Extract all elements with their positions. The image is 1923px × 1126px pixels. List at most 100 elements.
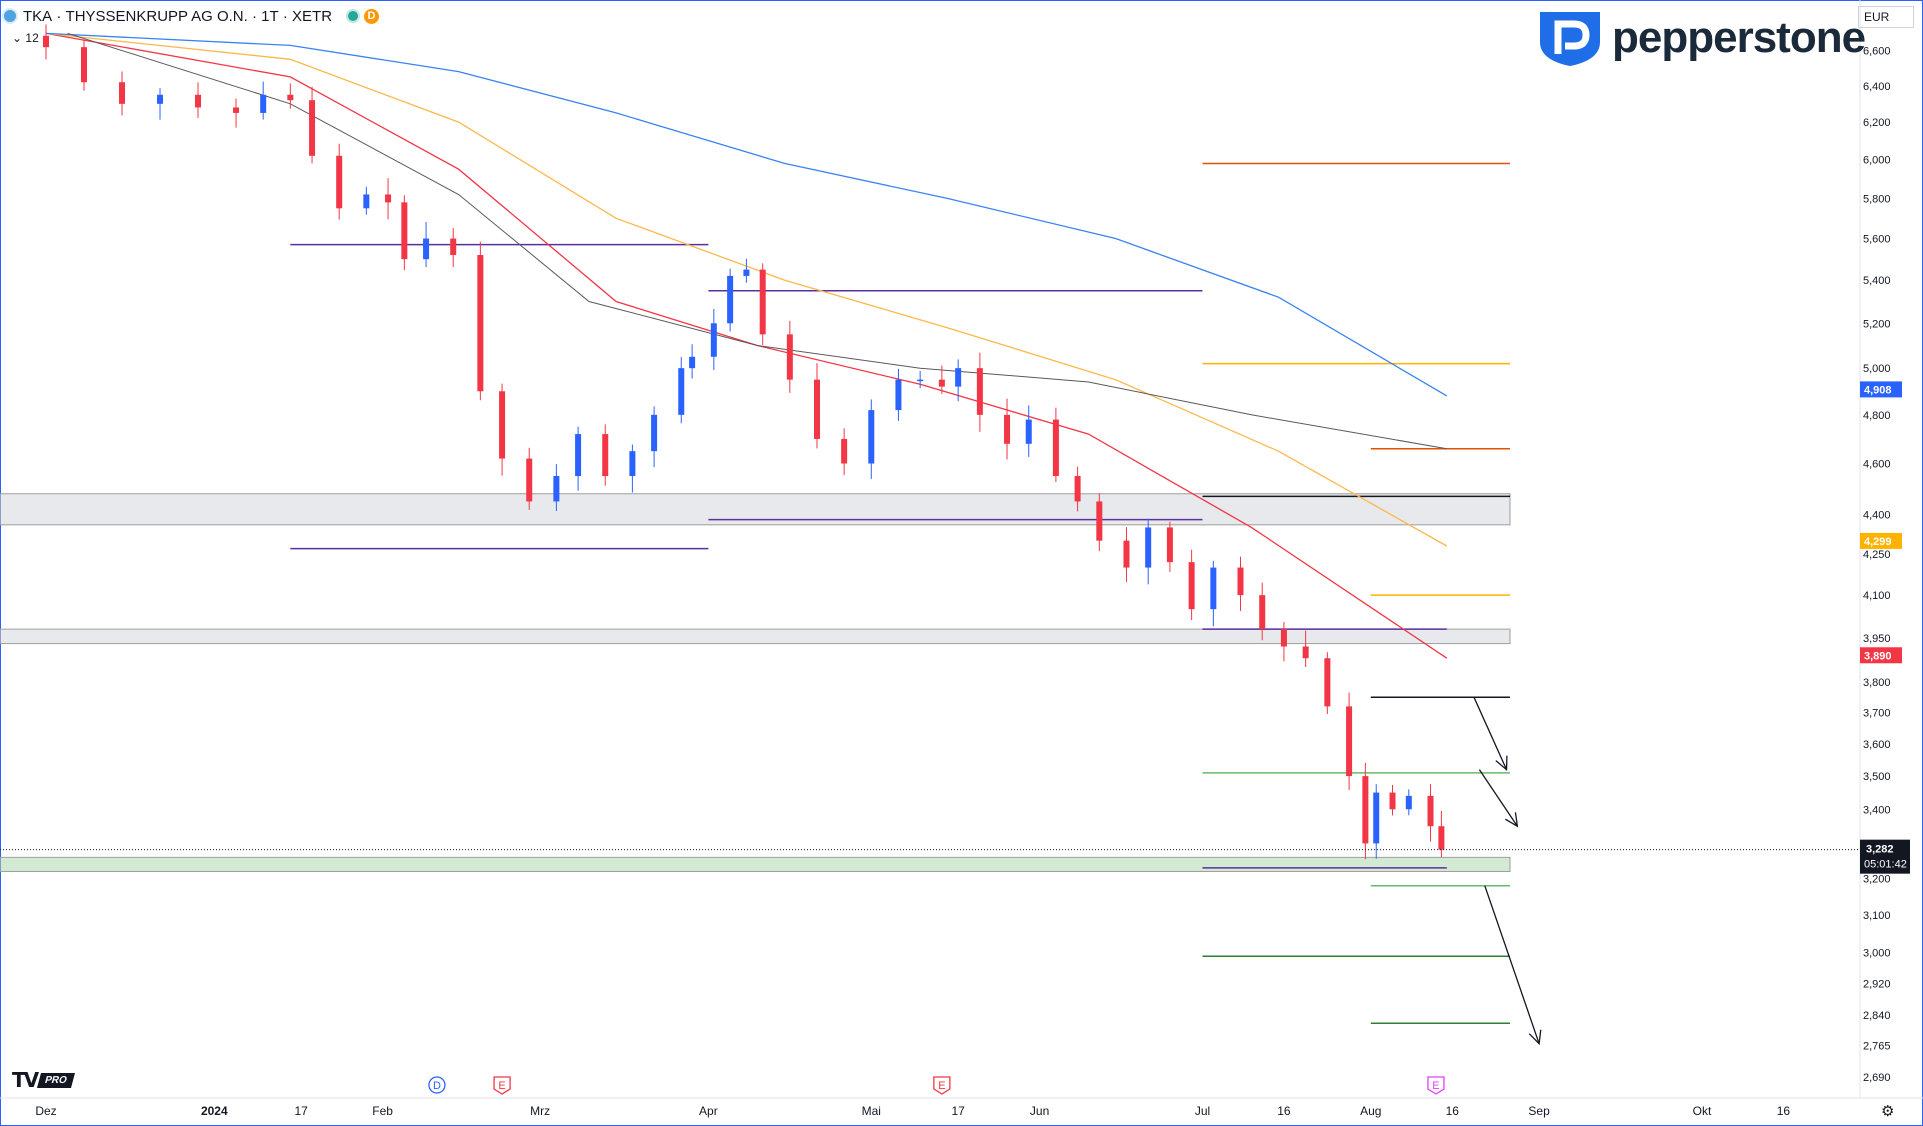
candle-body (1052, 419, 1059, 477)
series-line-ema-orange (45, 32, 1448, 547)
current-price-label: 3,282 (1866, 844, 1894, 856)
candle-body (385, 194, 392, 203)
candle-body (1405, 795, 1412, 810)
candle-body (786, 334, 793, 380)
time-tick-label: Jun (1030, 1104, 1049, 1118)
candle-body (499, 391, 506, 459)
price-tick-label: 5,000 (1863, 363, 1891, 375)
bar-countdown-label: 05:01:42 (1864, 859, 1907, 871)
candle-body (651, 414, 658, 452)
candle-body (195, 94, 202, 108)
price-tick-label: 5,200 (1863, 318, 1891, 330)
candle-body (1373, 792, 1380, 844)
candle-body (477, 254, 484, 392)
time-tick-label: Okt (1693, 1104, 1712, 1118)
delayed-data-badge[interactable]: D (364, 8, 380, 24)
candle-body (336, 155, 343, 209)
price-badge-label-0: 4,908 (1864, 384, 1892, 396)
price-tick-label: 3,000 (1863, 947, 1891, 959)
price-tick-label: 2,690 (1863, 1072, 1891, 1084)
projection-arrowhead-2 (1528, 1029, 1542, 1046)
sr-zone-2 (0, 856, 1511, 872)
candle-body (689, 356, 696, 369)
time-tick-label: 17 (951, 1104, 965, 1118)
pro-badge: PRO (37, 1072, 75, 1088)
candle-body (678, 368, 685, 415)
price-tick-label: 5,400 (1863, 275, 1891, 287)
candle-body (759, 269, 766, 335)
currency-selector[interactable]: EUR (1858, 6, 1914, 28)
candle-body (157, 94, 164, 104)
price-badge-label-1: 4,299 (1864, 536, 1892, 548)
price-tick-label: 3,400 (1863, 804, 1891, 816)
candle-body (727, 275, 734, 324)
time-tick-label: Dez (35, 1104, 56, 1118)
chevron-down-icon: ⌄ (12, 31, 23, 45)
candle-body (1438, 826, 1445, 850)
price-tick-label: 4,400 (1863, 509, 1891, 521)
price-tick-label: 3,500 (1863, 771, 1891, 783)
price-tick-label: 6,200 (1863, 117, 1891, 129)
price-tick-label: 5,600 (1863, 234, 1891, 246)
time-tick-label: 16 (1277, 1104, 1291, 1118)
symbol-ticker[interactable]: TKA (23, 7, 53, 25)
symbol-header[interactable]: TKA · THYSSENKRUPP AG O.N. · 1T · XETR D (2, 4, 380, 28)
price-tick-label: 6,000 (1863, 155, 1891, 167)
company-name[interactable]: THYSSENKRUPP AG O.N. (65, 7, 248, 25)
pepperstone-shield-icon (1540, 12, 1600, 66)
projection-arrow-1 (1478, 769, 1518, 827)
candle-body (1362, 776, 1369, 844)
candle-body (119, 82, 126, 104)
candle-body (710, 323, 717, 357)
time-tick-label: Feb (372, 1104, 393, 1118)
candle-body (1145, 527, 1152, 568)
time-tick-label: Apr (699, 1104, 718, 1118)
candle-body (233, 107, 240, 113)
gear-icon[interactable]: ⚙ (1881, 1103, 1895, 1120)
candle-body (575, 434, 582, 477)
candle-body (526, 458, 533, 502)
price-tick-label: 4,100 (1863, 590, 1891, 602)
candle-body (287, 94, 294, 101)
indicators-toggle[interactable]: ⌄ 12 (8, 30, 43, 46)
candle-body (1210, 567, 1217, 610)
exchange-label[interactable]: XETR (292, 7, 333, 25)
event-label-2: E (938, 1080, 945, 1092)
candle-body (1302, 646, 1309, 659)
series-line-ema-red (45, 32, 1448, 659)
interval-label[interactable]: 1T (261, 7, 279, 25)
price-tick-label: 4,250 (1863, 549, 1891, 561)
candle-body (629, 451, 636, 477)
series-line-ema-blue (45, 32, 1448, 397)
candle-body (1123, 540, 1130, 568)
candle-body (1259, 595, 1266, 630)
time-tick-label: Mrz (530, 1104, 550, 1118)
candle-body (976, 368, 983, 415)
candle-body (602, 434, 609, 477)
candle-body (363, 194, 370, 209)
candle-body (1074, 476, 1081, 502)
projection-arrowhead-0 (1495, 755, 1508, 771)
price-tick-label: 3,200 (1863, 874, 1891, 886)
candle-body (1427, 795, 1434, 827)
header-separator: · (247, 7, 262, 25)
market-open-icon (346, 9, 361, 23)
price-tick-label: 2,765 (1863, 1041, 1891, 1053)
dividend-event-icon (428, 1076, 446, 1094)
price-tick-label: 2,920 (1863, 978, 1891, 990)
price-badge-0 (1860, 381, 1902, 398)
tradingview-logo[interactable]: TV PRO (12, 1068, 75, 1092)
event-label-3: E (1432, 1080, 1439, 1092)
candle-body (868, 410, 875, 464)
candle-body (813, 379, 820, 439)
candle-body (1025, 419, 1032, 444)
time-tick-label: Aug (1360, 1104, 1381, 1118)
price-tick-label: 3,600 (1863, 739, 1891, 751)
candle-body (1237, 567, 1244, 596)
event-label-1: E (498, 1080, 505, 1092)
price-badge-label-2: 3,890 (1864, 650, 1892, 662)
time-tick-label: Mai (862, 1104, 881, 1118)
candle-body (309, 100, 316, 156)
candle-body (401, 202, 408, 260)
